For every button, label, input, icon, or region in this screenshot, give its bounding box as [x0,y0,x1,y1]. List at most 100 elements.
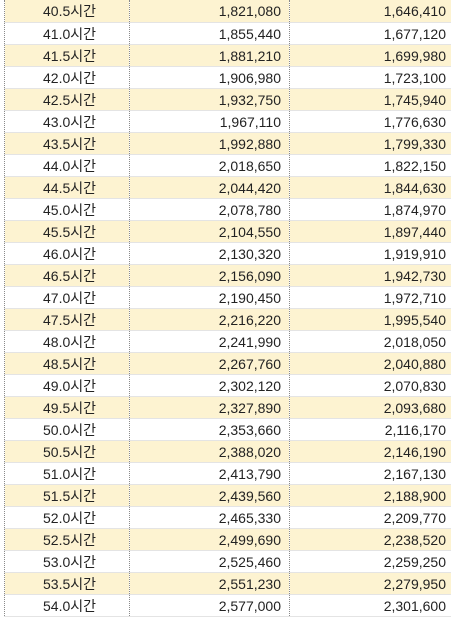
hours-cell: 52.0시간 [4,506,130,529]
amount-a-cell: 2,577,000 [129,594,290,617]
hours-cell: 52.5시간 [4,528,130,551]
hours-cell: 43.0시간 [4,110,130,133]
hours-cell: 41.5시간 [4,44,130,67]
hours-cell: 50.0시간 [4,418,130,441]
hours-cell: 46.5시간 [4,264,130,287]
hours-cell: 42.5시간 [4,88,130,111]
table-row: 45.0시간 2,078,780 1,874,970 [4,198,451,221]
amount-a-cell: 2,353,660 [129,418,290,441]
hours-cell: 53.5시간 [4,572,130,595]
hours-cell: 41.0시간 [4,22,130,45]
hours-cell: 49.5시간 [4,396,130,419]
hours-cell: 44.0시간 [4,154,130,177]
hours-cell: 53.0시간 [4,550,130,573]
amount-b-cell: 1,745,940 [289,88,451,111]
amount-b-cell: 1,995,540 [289,308,451,331]
hours-cell: 51.0시간 [4,462,130,485]
amount-a-cell: 2,302,120 [129,374,290,397]
amount-b-cell: 1,799,330 [289,132,451,155]
amount-a-cell: 2,018,650 [129,154,290,177]
amount-a-cell: 1,992,880 [129,132,290,155]
amount-a-cell: 2,044,420 [129,176,290,199]
hours-cell: 49.0시간 [4,374,130,397]
amount-b-cell: 1,897,440 [289,220,451,243]
amount-b-cell: 1,972,710 [289,286,451,309]
hours-cell: 45.0시간 [4,198,130,221]
hours-cell: 48.0시간 [4,330,130,353]
amount-a-cell: 2,241,990 [129,330,290,353]
hours-cell: 54.0시간 [4,594,130,617]
amount-b-cell: 1,677,120 [289,22,451,45]
hours-cell: 51.5시간 [4,484,130,507]
hours-cell: 43.5시간 [4,132,130,155]
hours-cell: 46.0시간 [4,242,130,265]
amount-b-cell: 2,018,050 [289,330,451,353]
amount-a-cell: 2,327,890 [129,396,290,419]
amount-a-cell: 2,499,690 [129,528,290,551]
pay-table: 40.5시간 1,821,080 1,646,410 41.0시간 1,855,440 1… [4,0,451,617]
table-row: 43.5시간 1,992,880 1,799,330 [4,132,451,155]
table-row: 50.0시간 2,353,660 2,116,170 [4,418,451,441]
table-row: 44.5시간 2,044,420 1,844,630 [4,176,451,199]
amount-b-cell: 2,146,190 [289,440,451,463]
amount-b-cell: 2,070,830 [289,374,451,397]
table-row: 41.0시간 1,855,440 1,677,120 [4,22,451,45]
table-row: 52.5시간 2,499,690 2,238,520 [4,528,451,551]
amount-a-cell: 1,821,080 [129,0,290,23]
table-row: 45.5시간 2,104,550 1,897,440 [4,220,451,243]
amount-a-cell: 2,439,560 [129,484,290,507]
table-row: 53.5시간 2,551,230 2,279,950 [4,572,451,595]
hours-cell: 50.5시간 [4,440,130,463]
amount-a-cell: 2,388,020 [129,440,290,463]
amount-b-cell: 2,279,950 [289,572,451,595]
amount-b-cell: 1,646,410 [289,0,451,23]
amount-a-cell: 2,216,220 [129,308,290,331]
amount-b-cell: 2,238,520 [289,528,451,551]
amount-a-cell: 1,881,210 [129,44,290,67]
table-row: 50.5시간 2,388,020 2,146,190 [4,440,451,463]
amount-a-cell: 2,413,790 [129,462,290,485]
amount-a-cell: 2,130,320 [129,242,290,265]
amount-b-cell: 2,259,250 [289,550,451,573]
amount-b-cell: 1,942,730 [289,264,451,287]
amount-b-cell: 1,776,630 [289,110,451,133]
table-row: 47.0시간 2,190,450 1,972,710 [4,286,451,309]
amount-b-cell: 1,699,980 [289,44,451,67]
hours-cell: 40.5시간 [4,0,130,23]
amount-a-cell: 1,855,440 [129,22,290,45]
table-row: 42.5시간 1,932,750 1,745,940 [4,88,451,111]
amount-b-cell: 2,209,770 [289,506,451,529]
amount-b-cell: 1,822,150 [289,154,451,177]
table-row: 54.0시간 2,577,000 2,301,600 [4,594,451,617]
table-row: 46.0시간 2,130,320 1,919,910 [4,242,451,265]
amount-b-cell: 2,167,130 [289,462,451,485]
amount-a-cell: 2,267,760 [129,352,290,375]
amount-a-cell: 2,156,090 [129,264,290,287]
table-row: 42.0시간 1,906,980 1,723,100 [4,66,451,89]
amount-a-cell: 2,104,550 [129,220,290,243]
amount-b-cell: 1,723,100 [289,66,451,89]
table-row: 40.5시간 1,821,080 1,646,410 [4,0,451,23]
table-row: 53.0시간 2,525,460 2,259,250 [4,550,451,573]
hours-cell: 48.5시간 [4,352,130,375]
amount-a-cell: 2,078,780 [129,198,290,221]
amount-b-cell: 1,919,910 [289,242,451,265]
amount-a-cell: 2,190,450 [129,286,290,309]
amount-a-cell: 2,465,330 [129,506,290,529]
table-row: 44.0시간 2,018,650 1,822,150 [4,154,451,177]
amount-b-cell: 2,116,170 [289,418,451,441]
amount-b-cell: 2,040,880 [289,352,451,375]
table-row: 46.5시간 2,156,090 1,942,730 [4,264,451,287]
hours-cell: 44.5시간 [4,176,130,199]
hours-cell: 45.5시간 [4,220,130,243]
table-row: 52.0시간 2,465,330 2,209,770 [4,506,451,529]
table-row: 48.0시간 2,241,990 2,018,050 [4,330,451,353]
amount-b-cell: 1,844,630 [289,176,451,199]
amount-b-cell: 2,301,600 [289,594,451,617]
table-row: 41.5시간 1,881,210 1,699,980 [4,44,451,67]
amount-b-cell: 2,188,900 [289,484,451,507]
table-row: 51.0시간 2,413,790 2,167,130 [4,462,451,485]
amount-b-cell: 1,874,970 [289,198,451,221]
hours-cell: 42.0시간 [4,66,130,89]
